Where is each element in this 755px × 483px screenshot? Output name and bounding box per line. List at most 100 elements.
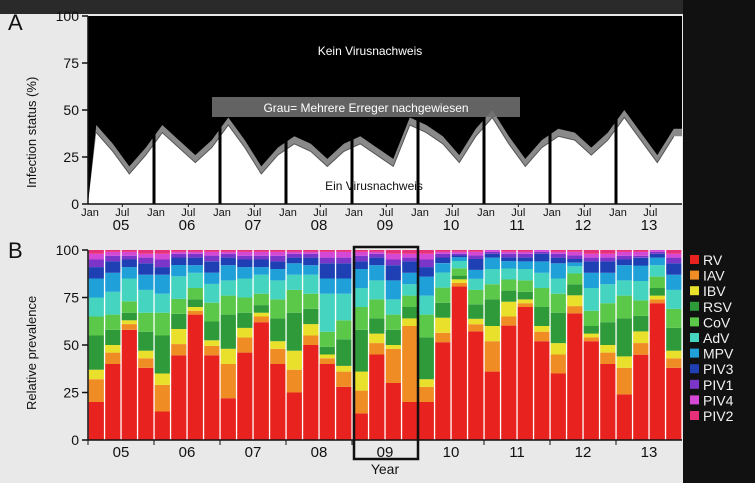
bar-segment-mpv-2005-04 bbox=[105, 272, 121, 292]
bar-segment-ibv-2005-07 bbox=[121, 320, 137, 325]
legend-swatch-mpv bbox=[690, 348, 699, 358]
bar-segment-iav-2008-04 bbox=[303, 335, 319, 345]
bar-segment-rsv-2006-04 bbox=[171, 314, 187, 329]
legend-swatch-iav bbox=[690, 270, 699, 280]
bar-segment-piv1-2013-01 bbox=[616, 255, 632, 260]
bar-segment-ibv-2008-07 bbox=[319, 354, 335, 359]
panel-a-year-label: 12 bbox=[575, 217, 592, 234]
bar-segment-piv1-2012-07 bbox=[583, 257, 599, 262]
bar-segment-rv-2013-04 bbox=[633, 354, 649, 440]
panel-a-month-label-jan: Jan bbox=[81, 207, 99, 219]
bar-segment-piv1-2008-04 bbox=[303, 253, 319, 258]
bar-segment-piv4-2012-04 bbox=[567, 251, 583, 256]
bar-segment-cov-2007-04 bbox=[237, 297, 253, 313]
panel-a-year-label: 11 bbox=[509, 217, 525, 234]
bar-segment-ibv-2010-01 bbox=[418, 379, 434, 387]
bar-segment-ibv-2009-04 bbox=[369, 333, 385, 344]
legend-swatch-rsv bbox=[690, 301, 699, 311]
panel-b-year-label: 07 bbox=[245, 444, 262, 461]
bar-segment-adv-2006-07 bbox=[187, 272, 203, 288]
bar-segment-piv1-2005-01 bbox=[88, 259, 104, 268]
bar-segment-piv1-2011-04 bbox=[501, 253, 517, 258]
bar-segment-piv1-2007-10 bbox=[270, 255, 286, 262]
bar-segment-cov-2011-10 bbox=[534, 288, 550, 307]
bar-segment-rv-2005-01 bbox=[88, 402, 104, 440]
bar-segment-rv-2011-07 bbox=[517, 307, 533, 440]
bar-segment-piv4-2009-01 bbox=[352, 251, 368, 256]
bar-segment-piv4-2011-07 bbox=[517, 251, 533, 254]
bar-segment-rv-2010-01 bbox=[418, 402, 434, 440]
panel-b-y-tick-label: 50 bbox=[63, 337, 79, 353]
bar-segment-adv-2006-10 bbox=[204, 283, 220, 303]
bar-segment-piv3-2013-07 bbox=[649, 253, 665, 258]
bar-segment-piv3-2009-10 bbox=[402, 261, 418, 273]
bar-segment-piv2-2005-10 bbox=[138, 250, 154, 254]
panel-a-month-label-jan: Jan bbox=[543, 207, 561, 219]
bar-segment-cov-2012-01 bbox=[550, 293, 566, 313]
panel-b-y-tick-label: 75 bbox=[63, 290, 79, 306]
bar-segment-mpv-2012-07 bbox=[583, 272, 599, 288]
bar-segment-rsv-2013-07 bbox=[649, 288, 665, 296]
bar-segment-piv3-2007-10 bbox=[270, 261, 286, 269]
bar-segment-ibv-2010-10 bbox=[468, 318, 484, 325]
bar-segment-adv-2007-10 bbox=[270, 280, 286, 300]
panel-b-year-label: 08 bbox=[311, 444, 328, 461]
bar-segment-piv3-2006-07 bbox=[187, 257, 203, 266]
bar-segment-rsv-2013-10 bbox=[666, 327, 682, 351]
bar-segment-piv4-2007-07 bbox=[253, 251, 269, 256]
bar-segment-piv4-2010-07 bbox=[451, 251, 467, 254]
panel-b-bars bbox=[88, 250, 682, 440]
bar-segment-iav-2013-10 bbox=[666, 358, 682, 368]
bar-segment-mpv-2012-01 bbox=[550, 263, 566, 279]
bar-segment-adv-2005-10 bbox=[138, 289, 154, 313]
bar-segment-cov-2007-07 bbox=[253, 293, 269, 306]
bar-segment-adv-2011-04 bbox=[501, 268, 517, 280]
legend-swatch-rv bbox=[690, 255, 699, 264]
bar-segment-cov-2006-04 bbox=[171, 298, 187, 314]
legend-label-ibv: IBV bbox=[703, 283, 726, 299]
bar-segment-piv2-2010-10 bbox=[468, 250, 484, 252]
bar-segment-adv-2013-04 bbox=[633, 281, 649, 301]
bar-segment-rv-2010-07 bbox=[451, 286, 467, 440]
bar-segment-cov-2005-04 bbox=[105, 314, 121, 330]
panel-a-month-label-jul: Jul bbox=[511, 207, 525, 219]
bar-segment-cov-2010-01 bbox=[418, 314, 434, 338]
bar-segment-iav-2008-10 bbox=[336, 371, 352, 387]
bar-segment-piv3-2011-07 bbox=[517, 257, 533, 262]
bar-segment-piv3-2009-04 bbox=[369, 257, 385, 266]
bar-segment-iav-2007-04 bbox=[237, 337, 253, 353]
bar-segment-piv3-2010-04 bbox=[435, 257, 451, 264]
bar-segment-piv1-2011-07 bbox=[517, 253, 533, 258]
bar-segment-piv3-2011-01 bbox=[484, 253, 500, 258]
panel-b-highlight-box bbox=[352, 245, 420, 461]
bar-segment-cov-2013-01 bbox=[616, 295, 632, 319]
bar-segment-ibv-2008-04 bbox=[303, 324, 319, 336]
bar-segment-piv3-2012-10 bbox=[600, 261, 616, 273]
bar-segment-piv3-2008-01 bbox=[286, 257, 302, 264]
bar-segment-piv1-2007-01 bbox=[220, 253, 236, 258]
bar-segment-rsv-2009-04 bbox=[369, 318, 385, 334]
bar-segment-mpv-2006-04 bbox=[171, 265, 187, 277]
bar-segment-piv1-2012-04 bbox=[567, 255, 583, 259]
bar-segment-rv-2005-10 bbox=[138, 367, 154, 440]
bar-segment-rv-2008-10 bbox=[336, 386, 352, 440]
bar-segment-mpv-2005-10 bbox=[138, 274, 154, 290]
bar-segment-ibv-2013-10 bbox=[666, 350, 682, 359]
bar-segment-rsv-2013-01 bbox=[616, 318, 632, 357]
bar-segment-ibv-2006-04 bbox=[171, 329, 187, 344]
panel-a-month-label-jul: Jul bbox=[115, 207, 129, 219]
bar-segment-piv4-2007-10 bbox=[270, 251, 286, 256]
bar-segment-ibv-2007-07 bbox=[253, 312, 269, 317]
bar-segment-piv2-2006-07 bbox=[187, 250, 203, 252]
legend-label-rv: RV bbox=[703, 252, 723, 268]
bar-segment-rv-2008-01 bbox=[286, 392, 302, 440]
bar-segment-adv-2010-01 bbox=[418, 295, 434, 315]
bar-segment-piv2-2006-01 bbox=[154, 250, 170, 254]
bar-segment-ibv-2010-07 bbox=[451, 279, 467, 283]
bar-segment-piv2-2010-04 bbox=[435, 250, 451, 252]
bar-segment-ibv-2013-04 bbox=[633, 331, 649, 343]
panel-b-year-label: 05 bbox=[113, 444, 130, 461]
bar-segment-iav-2010-01 bbox=[418, 386, 434, 402]
legend-label-mpv: MPV bbox=[703, 346, 734, 362]
